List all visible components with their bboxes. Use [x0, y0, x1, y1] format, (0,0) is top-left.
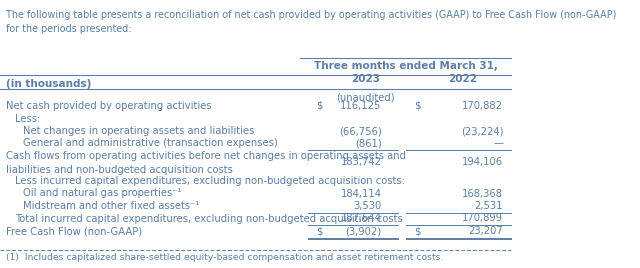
Text: Three months ended March 31,: Three months ended March 31,: [314, 61, 498, 71]
Text: (unaudited): (unaudited): [336, 92, 394, 102]
Text: 170,899: 170,899: [462, 214, 503, 224]
Text: Oil and natural gas properties⁻¹: Oil and natural gas properties⁻¹: [23, 188, 181, 199]
Text: Total incurred capital expenditures, excluding non-budgeted acquisition costs: Total incurred capital expenditures, exc…: [15, 214, 403, 224]
Text: —: —: [493, 139, 503, 148]
Text: (23,224): (23,224): [461, 126, 503, 136]
Text: Less:: Less:: [15, 114, 40, 124]
Text: (1)  Includes capitalized share-settled equity-based compensation and asset reti: (1) Includes capitalized share-settled e…: [6, 253, 444, 262]
Text: Net cash provided by operating activities: Net cash provided by operating activitie…: [6, 101, 212, 111]
Text: $: $: [414, 101, 420, 111]
Text: (66,756): (66,756): [339, 126, 381, 136]
Text: 168,368: 168,368: [462, 188, 503, 199]
Text: (861): (861): [355, 139, 381, 148]
Text: 3,530: 3,530: [353, 201, 381, 211]
Text: The following table presents a reconciliation of net cash provided by operating : The following table presents a reconcili…: [6, 10, 617, 34]
Text: Cash flows from operating activities before net changes in operating assets and
: Cash flows from operating activities bef…: [6, 151, 406, 174]
Text: 183,742: 183,742: [340, 157, 381, 167]
Text: (in thousands): (in thousands): [6, 79, 92, 89]
Text: General and administrative (transaction expenses): General and administrative (transaction …: [23, 139, 278, 148]
Text: 170,882: 170,882: [462, 101, 503, 111]
Text: $: $: [317, 226, 323, 236]
Text: Less incurred capital expenditures, excluding non-budgeted acquisition costs:: Less incurred capital expenditures, excl…: [15, 176, 404, 186]
Text: 2022: 2022: [448, 74, 477, 84]
Text: $: $: [414, 226, 420, 236]
Text: 187,644: 187,644: [340, 214, 381, 224]
Text: 116,125: 116,125: [340, 101, 381, 111]
Text: $: $: [317, 101, 323, 111]
Text: 23,207: 23,207: [468, 226, 503, 236]
Text: Net changes in operating assets and liabilities: Net changes in operating assets and liab…: [23, 126, 254, 136]
Text: 2,531: 2,531: [475, 201, 503, 211]
Text: 194,106: 194,106: [462, 157, 503, 167]
Text: Midstream and other fixed assets⁻¹: Midstream and other fixed assets⁻¹: [23, 201, 199, 211]
Text: 2023: 2023: [351, 74, 380, 84]
Text: Free Cash Flow (non-GAAP): Free Cash Flow (non-GAAP): [6, 226, 143, 236]
Text: 184,114: 184,114: [340, 188, 381, 199]
Text: (3,902): (3,902): [346, 226, 381, 236]
